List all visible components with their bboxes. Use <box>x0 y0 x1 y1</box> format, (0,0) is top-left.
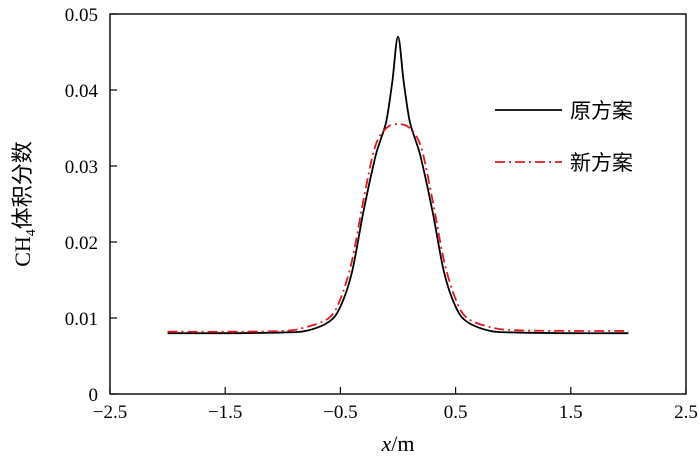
x-tick-label: −0.5 <box>323 402 357 423</box>
y-axis-label: CH4体积分数 <box>10 141 39 267</box>
plot-frame <box>109 13 687 395</box>
series-line-2 <box>167 123 629 333</box>
y-tick-label: 0.03 <box>65 157 98 178</box>
y-axis-label-main: CH <box>10 236 35 267</box>
x-axis-label: x/m <box>381 431 415 456</box>
y-tick-label: 0 <box>89 385 99 406</box>
x-tick-label: −1.5 <box>208 402 242 423</box>
y-tick-label: 0.01 <box>65 309 98 330</box>
x-tick-label: 1.5 <box>559 402 583 423</box>
x-tick-label: 2.5 <box>674 402 698 423</box>
y-axis-label-rest: 体积分数 <box>11 141 36 229</box>
series-line-1 <box>167 35 629 335</box>
series-layer <box>167 35 629 335</box>
y-axis-label-subscript: 4 <box>24 229 39 236</box>
x-tick-label: 0.5 <box>444 402 468 423</box>
x-axis-unit: /m <box>391 431 414 456</box>
y-tick-label: 0.05 <box>65 5 98 26</box>
ticks-layer: −2.5 −1.5 −0.5 0.5 1.5 2.5 0 0.01 0.02 0.03 0.04 0.… <box>65 5 698 423</box>
x-tick-label: −2.5 <box>93 402 127 423</box>
y-tick-label: 0.02 <box>65 233 98 254</box>
x-axis-variable: x <box>381 431 392 456</box>
legend-label-1: 原方案 <box>570 99 633 123</box>
y-tick-label: 0.04 <box>65 81 99 102</box>
legend-label-2: 新方案 <box>570 151 633 175</box>
